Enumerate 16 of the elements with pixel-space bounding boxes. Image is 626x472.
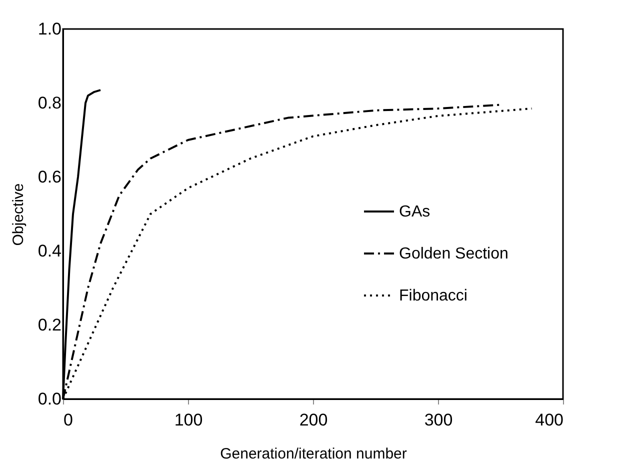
- y-tick-label: 0.0: [38, 390, 62, 408]
- x-tick-label: 300: [424, 410, 453, 430]
- y-tick-label: 0.6: [38, 168, 62, 186]
- y-tick-label: 0.2: [38, 316, 62, 334]
- x-tick-label: 200: [299, 410, 328, 430]
- x-axis-title: Generation/iteration number: [220, 446, 407, 462]
- legend-label: Golden Section: [399, 246, 508, 262]
- y-tick-label: 0.4: [38, 242, 62, 260]
- legend-label: Fibonacci: [399, 288, 468, 304]
- y-tick-label: 1.0: [38, 20, 62, 38]
- y-tick-label: 0.8: [38, 94, 62, 112]
- y-axis-title: Objective: [10, 183, 27, 246]
- x-tick-label: 100: [174, 410, 203, 430]
- x-tick-label: 400: [535, 410, 564, 430]
- legend-label: GAs: [399, 204, 430, 220]
- x-tick-label: 0: [64, 410, 73, 430]
